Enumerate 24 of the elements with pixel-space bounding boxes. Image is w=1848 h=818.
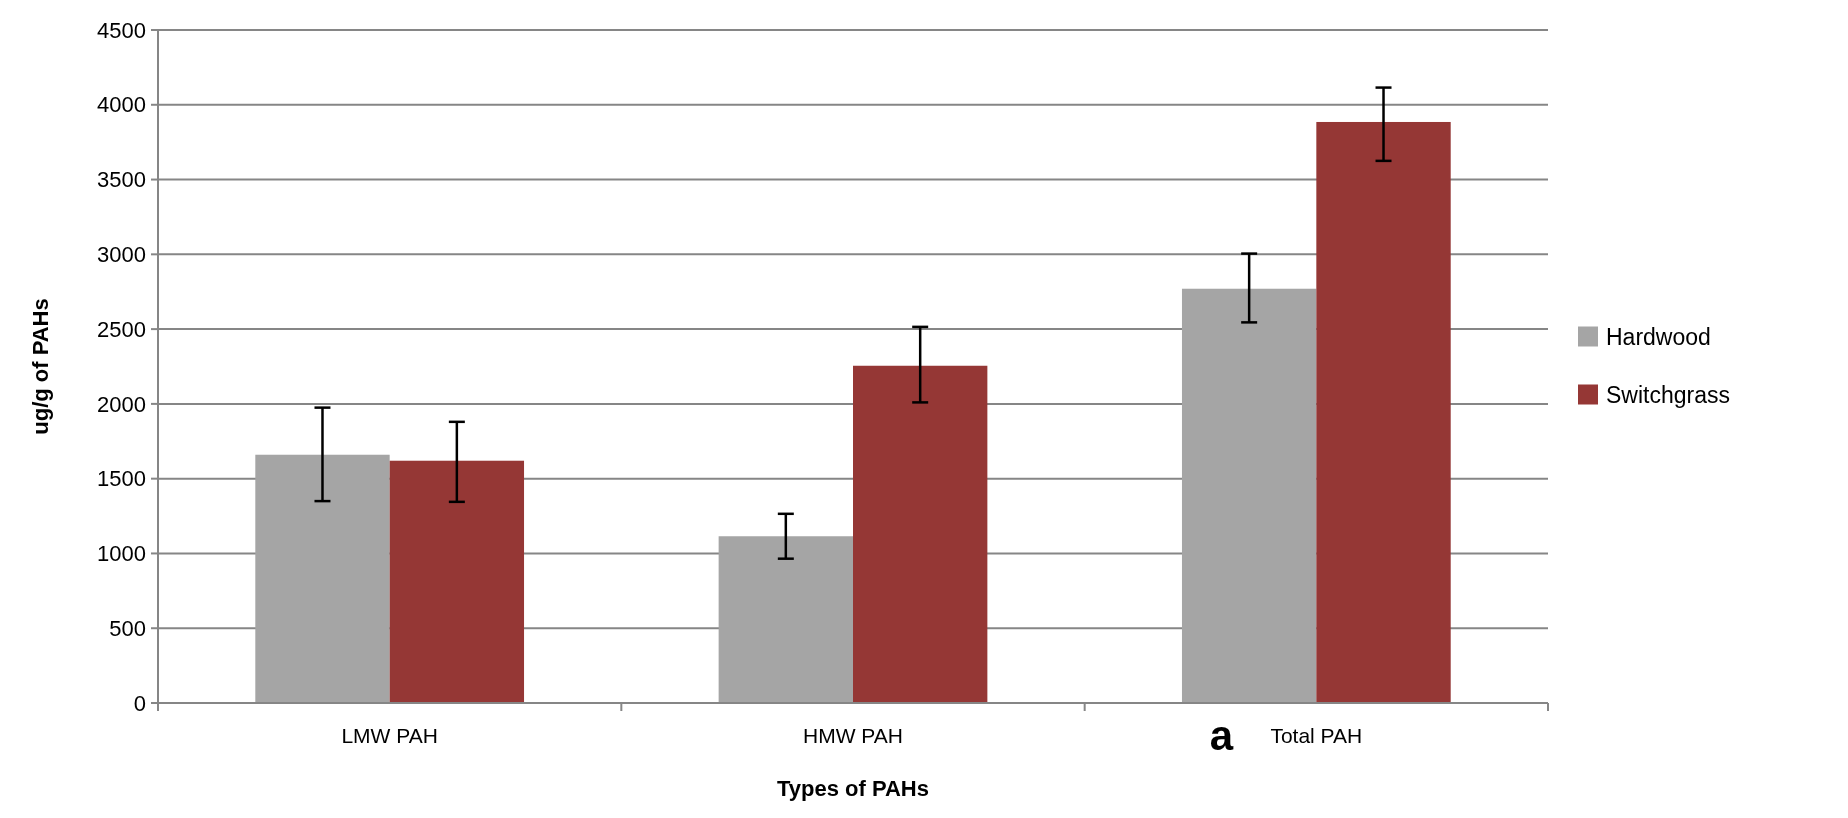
y-tick-label: 3500 <box>97 167 146 193</box>
legend-label: Switchgrass <box>1606 381 1730 408</box>
bar <box>255 454 390 703</box>
bar <box>389 460 525 703</box>
y-tick-label: 1500 <box>97 466 146 492</box>
x-tick-label: LMW PAH <box>341 724 438 747</box>
y-tick-label: 2500 <box>97 316 146 342</box>
y-tick-label: 500 <box>109 615 146 641</box>
y-axis-title: ug/g of PAHs <box>28 298 53 435</box>
y-tick-label: 4500 <box>97 17 146 43</box>
bar <box>853 365 988 703</box>
y-tick-label: 2000 <box>97 391 146 417</box>
bar <box>1316 121 1451 703</box>
y-tick-label: 0 <box>133 690 146 716</box>
x-axis-title: Types of PAHs <box>777 776 929 801</box>
legend-label: Hardwood <box>1606 323 1711 350</box>
text: a <box>1209 712 1234 759</box>
y-tick-label: 4000 <box>97 92 146 118</box>
x-tick-label: HMW PAH <box>803 724 903 747</box>
bar <box>1181 288 1317 703</box>
y-tick-label: 3000 <box>97 242 146 268</box>
y-tick-label: 1000 <box>97 541 146 567</box>
bar <box>718 536 853 703</box>
x-tick-label: Total PAH <box>1270 724 1363 747</box>
